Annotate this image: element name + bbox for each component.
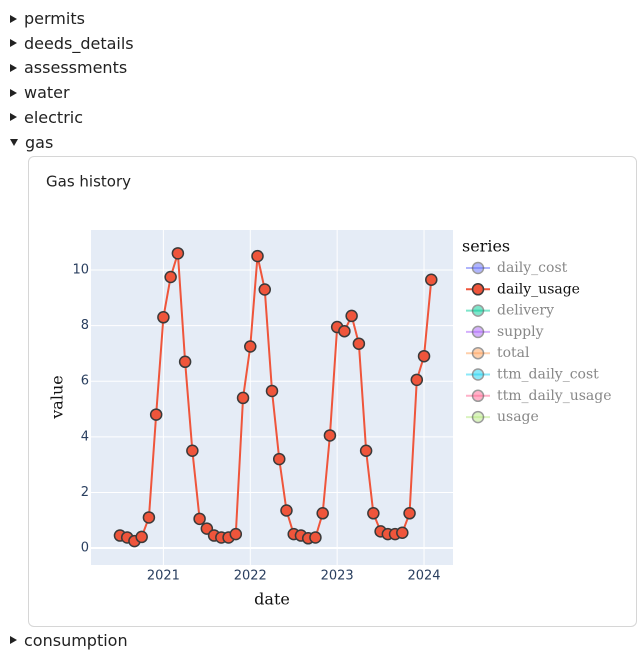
data-point	[272, 452, 286, 466]
x-tick-label: 2024	[407, 569, 440, 584]
section-label: water	[24, 83, 70, 103]
data-point	[251, 249, 264, 263]
chart-title: Gas history	[46, 173, 131, 191]
data-point	[157, 311, 170, 324]
data-point	[417, 349, 431, 363]
section-label: electric	[24, 107, 84, 127]
legend-marker	[471, 283, 485, 296]
legend-label: ttm_daily_usage	[497, 388, 612, 404]
legend-label: daily_cost	[497, 260, 568, 276]
section-toggle[interactable]: deeds_details	[10, 33, 134, 55]
disclosure-icon	[10, 39, 17, 48]
data-point	[178, 355, 192, 369]
data-point	[280, 504, 293, 517]
section-toggle[interactable]: water	[10, 82, 70, 104]
section-toggle[interactable]: permits	[10, 8, 85, 30]
y-tick-label: 4	[81, 429, 89, 444]
data-point	[403, 507, 416, 520]
legend-marker	[471, 346, 485, 360]
data-point	[135, 530, 148, 544]
section-label: consumption	[24, 630, 128, 650]
data-point	[359, 444, 373, 457]
data-point	[352, 337, 366, 350]
legend-marker	[471, 325, 485, 339]
x-tick-label: 2023	[321, 569, 354, 584]
legend-label: usage	[497, 409, 539, 425]
data-point	[244, 340, 257, 353]
y-tick-label: 6	[81, 374, 89, 389]
legend-label: supply	[497, 324, 544, 340]
data-point	[396, 526, 409, 540]
data-point	[265, 384, 279, 398]
chart: Gas history date value series 0 2 4 6 8 10 202…	[46, 173, 612, 609]
legend-label: total	[497, 345, 530, 361]
x-tick-label: 2021	[147, 569, 180, 584]
legend-label: daily_usage	[497, 281, 580, 297]
disclosure-icon	[10, 636, 17, 644]
data-point	[316, 507, 329, 520]
data-point	[323, 429, 337, 442]
data-point	[236, 391, 250, 405]
data-point	[164, 270, 177, 284]
data-point	[229, 527, 243, 541]
data-point	[193, 512, 206, 526]
data-point	[338, 324, 351, 338]
disclosure-icon	[10, 88, 17, 97]
legend-marker	[471, 389, 485, 403]
legend-marker	[471, 261, 485, 275]
legend-title: series	[462, 237, 510, 256]
section-toggle[interactable]: consumption	[10, 630, 128, 652]
data-point	[309, 531, 322, 544]
y-axis-title: value	[48, 375, 67, 419]
data-point	[345, 309, 358, 323]
x-axis-title: date	[254, 590, 290, 609]
legend-marker	[471, 368, 485, 381]
section-toggle[interactable]: electric	[10, 107, 83, 129]
y-tick-label: 8	[81, 318, 89, 333]
section-label: gas	[25, 132, 54, 152]
data-point	[171, 247, 185, 260]
disclosure-icon	[10, 138, 18, 146]
legend-marker	[471, 304, 485, 317]
data-point	[425, 273, 438, 287]
data-point	[367, 507, 380, 520]
data-point	[149, 408, 163, 421]
legend-marker	[471, 410, 485, 424]
section-label: permits	[24, 9, 85, 28]
section-label: deeds_details	[24, 33, 134, 53]
disclosure-icon	[10, 63, 17, 72]
data-point	[142, 511, 156, 524]
y-tick-label: 10	[72, 263, 89, 278]
x-tick-label: 2022	[234, 569, 267, 584]
legend-label: ttm_daily_cost	[497, 367, 599, 383]
disclosure-icon	[10, 113, 17, 122]
data-point	[258, 283, 272, 296]
legend-label: delivery	[497, 303, 554, 319]
section-toggle[interactable]: assessments	[10, 57, 127, 79]
y-tick-label: 2	[81, 485, 89, 500]
section-toggle[interactable]: gas	[10, 132, 53, 154]
data-point	[410, 373, 424, 387]
disclosure-icon	[10, 14, 17, 23]
section-label: assessments	[24, 58, 128, 78]
data-point	[186, 444, 199, 457]
chart-card	[28, 156, 637, 627]
y-tick-label: 0	[81, 541, 89, 556]
